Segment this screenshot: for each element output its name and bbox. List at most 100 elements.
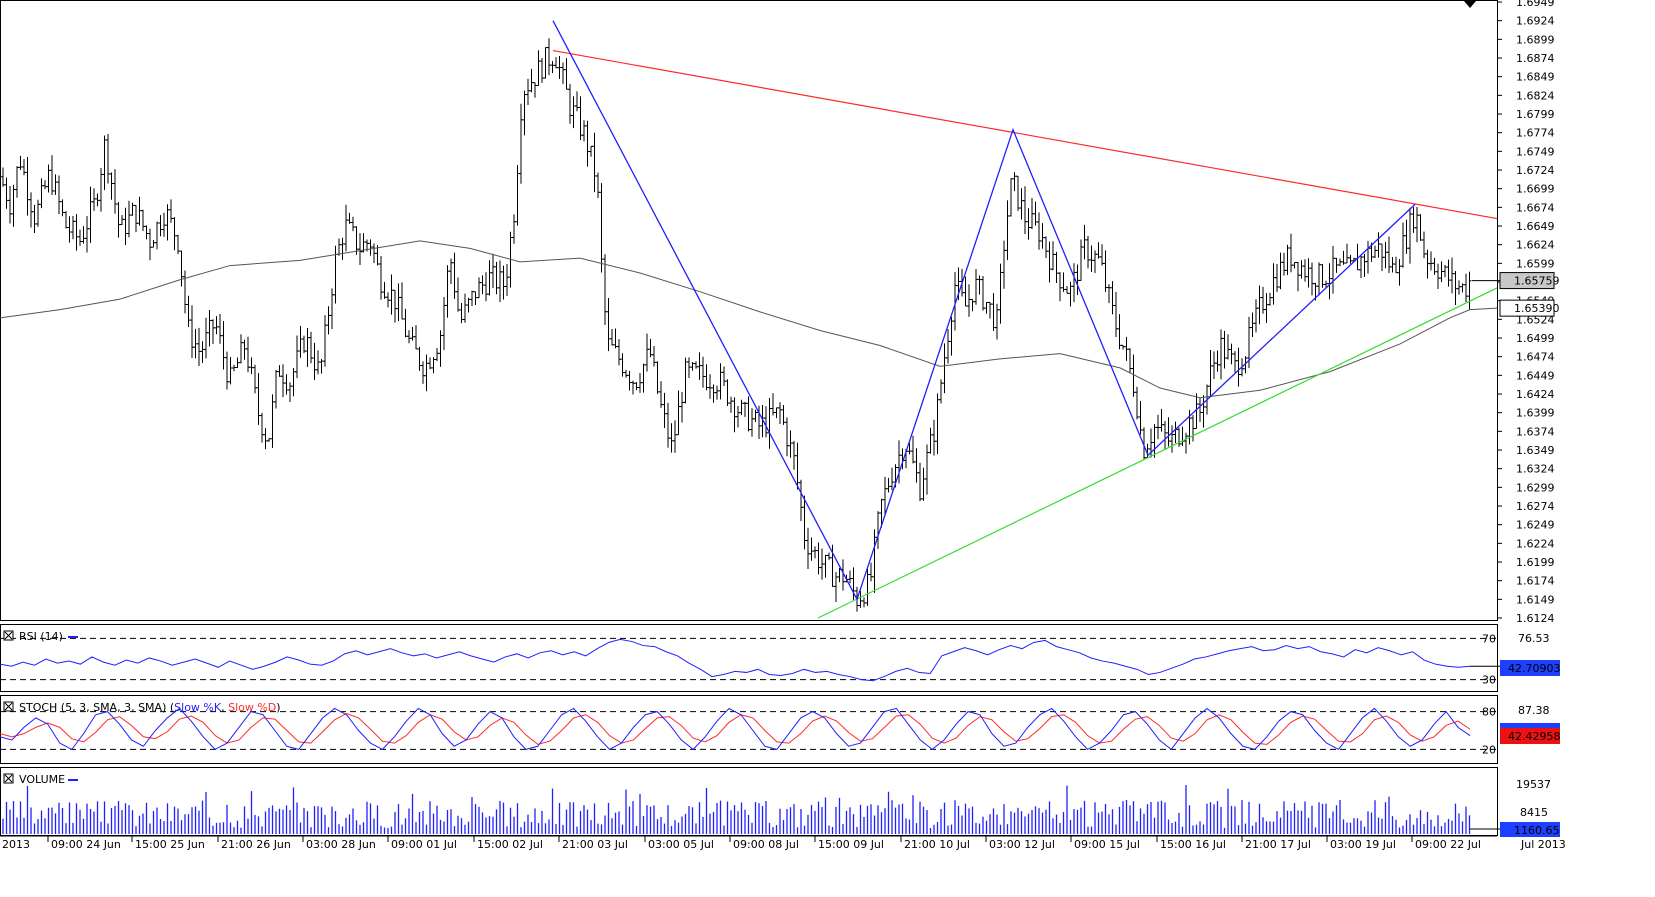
price-bar	[1065, 286, 1069, 294]
price-bar	[81, 226, 86, 244]
time-tick-label: 21:00 17 Jul	[1245, 838, 1311, 851]
price-bar	[582, 120, 586, 142]
price-bar	[578, 96, 583, 141]
price-bar	[274, 369, 278, 409]
price-bar	[267, 438, 271, 442]
price-bar	[99, 167, 103, 212]
price-bar	[652, 346, 656, 367]
time-tick-label: 21:00 10 Jul	[904, 838, 970, 851]
time-tick-label: 09:00 08 Jul	[733, 838, 799, 851]
time-tick-label: 09:00 22 Jul	[1415, 838, 1481, 851]
price-bar	[981, 275, 985, 311]
price-bar	[393, 289, 397, 323]
price-bar	[407, 330, 411, 344]
time-tick-label: 03:00 28 Jun	[306, 838, 376, 851]
price-bar	[165, 204, 170, 241]
rsi-title: RSI (14)	[3, 630, 78, 643]
price-bar	[988, 301, 992, 319]
price-bar	[1327, 263, 1332, 300]
price-bar	[1275, 263, 1279, 293]
price-tick-label: 1.6349	[1516, 444, 1555, 457]
rsi-panel-frame	[0, 624, 1498, 692]
price-bar	[431, 357, 436, 374]
scroll-arrow-icon[interactable]	[1464, 1, 1476, 8]
price-bar	[319, 358, 324, 374]
price-bar	[1159, 408, 1164, 432]
price-bar	[1268, 292, 1272, 306]
price-bar	[113, 169, 117, 214]
price-bar	[25, 156, 30, 216]
price-tick-label: 1.6774	[1516, 127, 1555, 140]
price-bar	[781, 405, 786, 425]
price-bar	[1418, 214, 1423, 241]
price-bar	[536, 50, 541, 86]
stoch-chart: 80 20 87.38 42.42958	[0, 704, 1561, 756]
price-bar	[1460, 283, 1465, 293]
stoch-axis-label: 87.38	[1518, 704, 1550, 717]
price-bar	[1264, 293, 1269, 323]
price-bar	[1208, 350, 1213, 397]
price-bar	[1, 167, 5, 187]
price-bar	[298, 325, 303, 358]
price-bar	[109, 172, 114, 200]
price-bar	[8, 185, 12, 224]
price-bar	[1180, 426, 1185, 447]
price-bar	[1348, 254, 1353, 264]
price-bar	[974, 268, 978, 305]
price-bar	[253, 364, 257, 394]
price-bar	[358, 233, 362, 266]
price-bar	[46, 164, 51, 193]
price-bar	[1198, 398, 1202, 422]
price-bar	[494, 261, 499, 295]
price-bar	[547, 38, 551, 76]
price-bar	[263, 428, 268, 450]
price-bar	[1320, 263, 1325, 288]
price-bar	[1016, 175, 1020, 211]
price-bar	[172, 217, 177, 251]
stoch-level-label: 80	[1482, 706, 1496, 719]
price-bar	[977, 275, 982, 295]
price-bar	[239, 334, 243, 364]
price-bar	[1166, 417, 1171, 447]
price-bar	[270, 394, 275, 448]
price-bar	[498, 260, 502, 303]
price-bar	[15, 166, 19, 198]
price-bar	[1404, 219, 1409, 254]
price-bar	[368, 239, 373, 256]
price-bar	[1100, 244, 1104, 266]
price-bar	[284, 374, 289, 395]
price-tick-label: 1.6799	[1516, 108, 1555, 121]
price-bar	[1191, 415, 1195, 442]
price-bar	[120, 215, 124, 226]
price-tick-label: 1.6749	[1516, 145, 1555, 158]
price-bar	[1068, 281, 1073, 307]
price-bar	[221, 321, 226, 370]
price-bar	[739, 399, 744, 416]
price-bar	[634, 382, 639, 391]
price-bar	[662, 392, 667, 429]
price-tick-label: 1.6274	[1516, 500, 1555, 513]
price-bar	[771, 393, 775, 416]
price-bar	[613, 328, 618, 349]
price-bar	[242, 339, 247, 360]
price-bar	[729, 396, 733, 413]
price-bar	[1040, 223, 1045, 249]
price-bar	[197, 327, 201, 366]
price-tick-label: 1.6624	[1516, 239, 1555, 252]
price-bar	[620, 353, 625, 377]
price-bar	[1005, 200, 1010, 260]
price-bar	[1114, 291, 1118, 338]
price-bar	[1254, 299, 1258, 333]
price-bar	[1086, 235, 1090, 269]
price-bar	[288, 382, 292, 403]
price-bar	[57, 175, 61, 215]
price-bar	[445, 265, 450, 318]
price-bar	[946, 329, 950, 364]
price-bar	[550, 60, 555, 74]
price-bar	[715, 385, 719, 400]
price-bar	[1278, 252, 1283, 290]
price-tick-label: 1.6499	[1516, 332, 1555, 345]
price-bar	[645, 333, 649, 372]
price-bar	[169, 199, 173, 223]
price-bar	[1033, 201, 1038, 226]
